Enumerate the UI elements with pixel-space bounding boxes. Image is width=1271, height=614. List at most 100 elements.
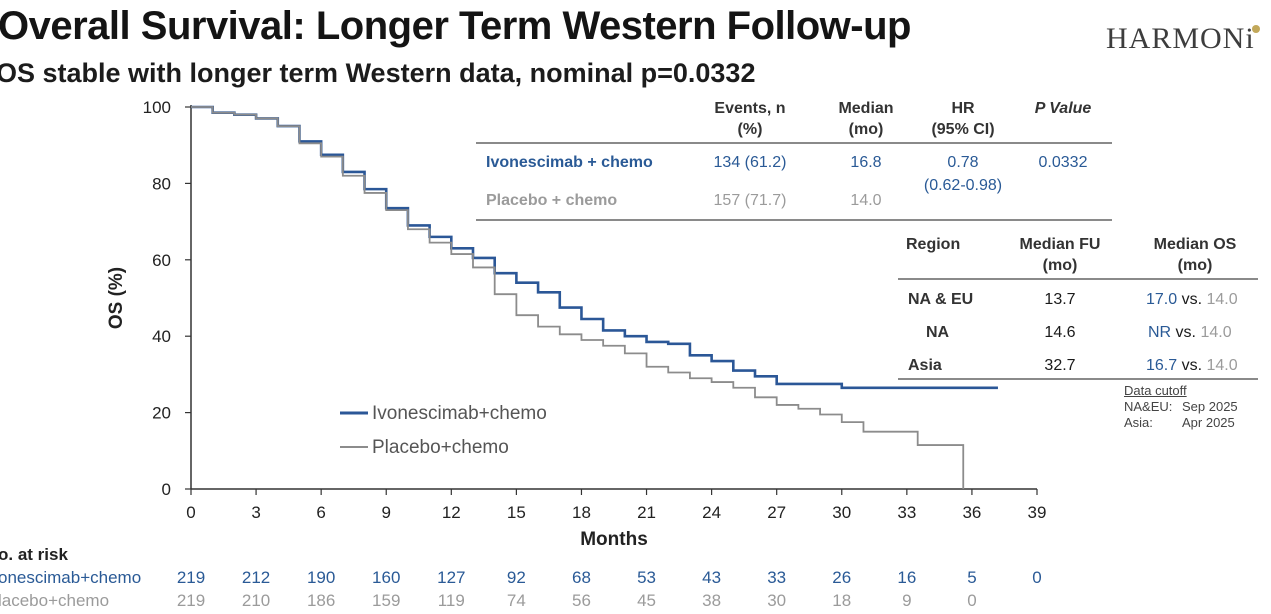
region-fu-asia: 32.7 <box>1044 357 1076 374</box>
legend-label-ivonescimab: Ivonescimab+chemo <box>372 403 547 424</box>
at-risk-value: 210 <box>241 591 271 610</box>
region-row-na: NA <box>926 324 950 341</box>
os-vs-na: vs. <box>1171 324 1201 341</box>
cutoff-date-na-eu: Sep 2025 <box>1182 399 1238 414</box>
at-risk-value: 33 <box>767 568 787 587</box>
region-bottom-rule <box>898 378 1258 380</box>
os-pbo-asia: 14.0 <box>1206 357 1238 374</box>
x-tick-label: 15 <box>507 503 526 522</box>
page-subtitle: OS stable with longer term Western data,… <box>0 58 756 88</box>
header-median-fu: Median FU (mo) <box>1010 234 1110 276</box>
region-row-na-eu: NA & EU <box>908 291 974 308</box>
row-pbo-arm: Placebo + chemo <box>486 192 618 209</box>
region-header-rule <box>898 278 1258 280</box>
x-tick-label: 27 <box>767 503 786 522</box>
region-fu-na-eu: 13.7 <box>1044 291 1076 308</box>
row-ivo-arm: Ivonescimab + chemo <box>486 154 653 171</box>
at-risk-name-placebo: lacebo+chemo <box>0 591 110 610</box>
region-os-asia: 16.7 vs. 14.0 <box>1146 355 1238 376</box>
at-risk-value: 9 <box>902 591 912 610</box>
x-tick-label: 6 <box>316 503 325 522</box>
os-pbo-na-eu: 14.0 <box>1206 291 1238 308</box>
header-hr-line1: HR <box>951 100 975 117</box>
page-title: Overall Survival: Longer Term Western Fo… <box>0 4 911 48</box>
at-risk-value: 5 <box>967 568 977 587</box>
header-median: Median (mo) <box>826 98 906 140</box>
header-median-line2: (mo) <box>848 121 884 138</box>
region-os-na-eu: 17.0 vs. 14.0 <box>1146 289 1238 310</box>
at-risk-value: 160 <box>372 568 401 587</box>
row-p-value: 0.0332 <box>1038 154 1088 171</box>
header-fu-line1: Median FU <box>1019 236 1101 253</box>
at-risk-value: 190 <box>306 568 336 587</box>
cutoff-region-asia: Asia: <box>1124 415 1153 430</box>
at-risk-value: 74 <box>506 591 526 610</box>
at-risk-value: 92 <box>506 568 526 587</box>
cutoff-region-na-eu: NA&EU: <box>1124 399 1173 414</box>
y-tick-label: 0 <box>162 480 171 499</box>
at-risk-value: 43 <box>702 568 722 587</box>
at-risk-value: 219 <box>176 591 206 610</box>
chart-curves <box>191 105 998 489</box>
x-tick-label: 24 <box>702 503 721 522</box>
header-events-line2: (%) <box>737 121 763 138</box>
x-tick-label: 18 <box>572 503 591 522</box>
legend-label-placebo: Placebo+chemo <box>372 437 509 458</box>
at-risk-value: 26 <box>832 568 852 587</box>
y-tick-label: 80 <box>152 174 171 193</box>
x-tick-label: 12 <box>442 503 461 522</box>
x-tick-label: 9 <box>381 503 390 522</box>
x-tick-label: 21 <box>637 503 656 522</box>
data-cutoff-label: Data cutoff <box>1124 383 1187 398</box>
header-hr-line2: (95% CI) <box>931 121 995 138</box>
logo-text: HARMONi <box>1106 22 1255 55</box>
curve-ivonescimab <box>191 105 998 390</box>
os-vs-asia: vs. <box>1177 357 1207 374</box>
at-risk-value: 219 <box>176 568 206 587</box>
header-median-line1: Median <box>838 100 894 117</box>
summary-bottom-rule <box>476 219 1112 221</box>
data-cutoff-line1: NA&EU: Sep 2025 <box>1124 399 1238 415</box>
row-ivo-events: 134 (61.2) <box>713 154 787 171</box>
row-hr-ci: (0.62-0.98) <box>923 177 1003 194</box>
at-risk-value: 30 <box>767 591 787 610</box>
os-ivo-asia: 16.7 <box>1146 357 1178 374</box>
at-risk-value: 68 <box>571 568 591 587</box>
at-risk-value: 127 <box>437 568 466 587</box>
header-median-os: Median OS (mo) <box>1140 234 1250 276</box>
at-risk-value: 53 <box>637 568 656 587</box>
row-hr-value: 0.78 <box>947 154 979 171</box>
x-tick-label: 36 <box>962 503 981 522</box>
at-risk-value: 212 <box>241 568 271 587</box>
region-fu-na: 14.6 <box>1044 324 1076 341</box>
y-tick-label: 40 <box>152 327 171 346</box>
os-vs-na-eu: vs. <box>1177 291 1207 308</box>
region-os-na: NR vs. 14.0 <box>1148 322 1232 343</box>
at-risk-row-ivonescimab: onescimab+chemo 219 212 190 160 127 92 68 53 43 3… <box>0 568 1269 590</box>
logo-accent-icon <box>1252 25 1260 33</box>
os-ivo-na-eu: 17.0 <box>1146 291 1178 308</box>
at-risk-value: 0 <box>967 591 977 610</box>
data-cutoff-line2: Asia: Apr 2025 <box>1124 415 1238 431</box>
data-cutoff-note: Data cutoff NA&EU: Sep 2025 Asia: Apr 2025 <box>1124 383 1238 431</box>
at-risk-value: 0 <box>1032 568 1042 587</box>
x-tick-label: 33 <box>897 503 916 522</box>
row-pbo-events: 157 (71.7) <box>713 192 787 209</box>
y-axis-title: OS (%) <box>106 267 127 329</box>
cutoff-date-asia: Apr 2025 <box>1182 415 1235 430</box>
at-risk-row-placebo: lacebo+chemo 219 210 186 159 119 74 56 45 38 30 18… <box>0 591 1269 613</box>
os-pbo-na: 14.0 <box>1200 324 1232 341</box>
header-hr: HR (95% CI) <box>918 98 1008 140</box>
y-tick-label: 60 <box>152 251 171 270</box>
at-risk-value: 119 <box>437 591 465 610</box>
header-os-line1: Median OS <box>1153 236 1237 253</box>
header-region: Region <box>906 236 961 253</box>
x-axis-title: Months <box>580 529 648 550</box>
os-ivo-na: NR <box>1148 324 1172 341</box>
at-risk-value: 16 <box>897 568 917 587</box>
at-risk-value: 56 <box>571 591 591 610</box>
row-pbo-median: 14.0 <box>850 192 882 209</box>
header-events: Events, n (%) <box>700 98 800 140</box>
harmoni-logo: HARMONi <box>1100 20 1266 60</box>
